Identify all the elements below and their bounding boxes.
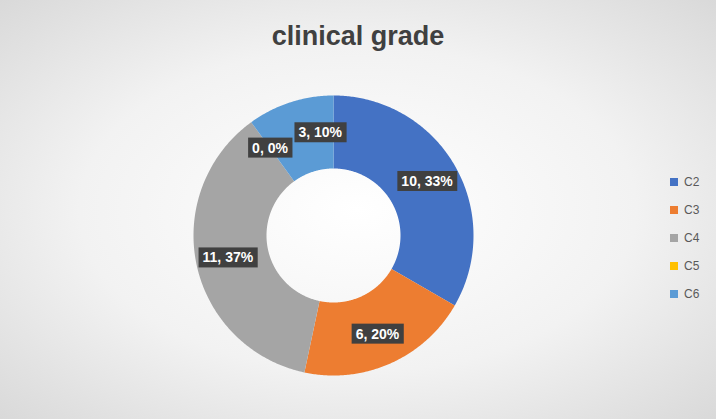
svg-text:6, 20%: 6, 20% <box>356 326 400 342</box>
html-text:clinical grade: clinical grade <box>271 21 445 51</box>
html-text:C4: C4 <box>684 231 700 245</box>
svg-text:10, 33%: 10, 33% <box>401 173 453 189</box>
html-text:C5: C5 <box>684 259 700 273</box>
html-text:C3: C3 <box>684 203 700 217</box>
svg-text:3, 10%: 3, 10% <box>298 124 342 140</box>
html-text:C6: C6 <box>684 287 700 301</box>
svg-text:11, 37%: 11, 37% <box>203 249 254 265</box>
svg-text:0, 0%: 0, 0% <box>252 140 288 156</box>
html-text:C2: C2 <box>684 175 700 189</box>
